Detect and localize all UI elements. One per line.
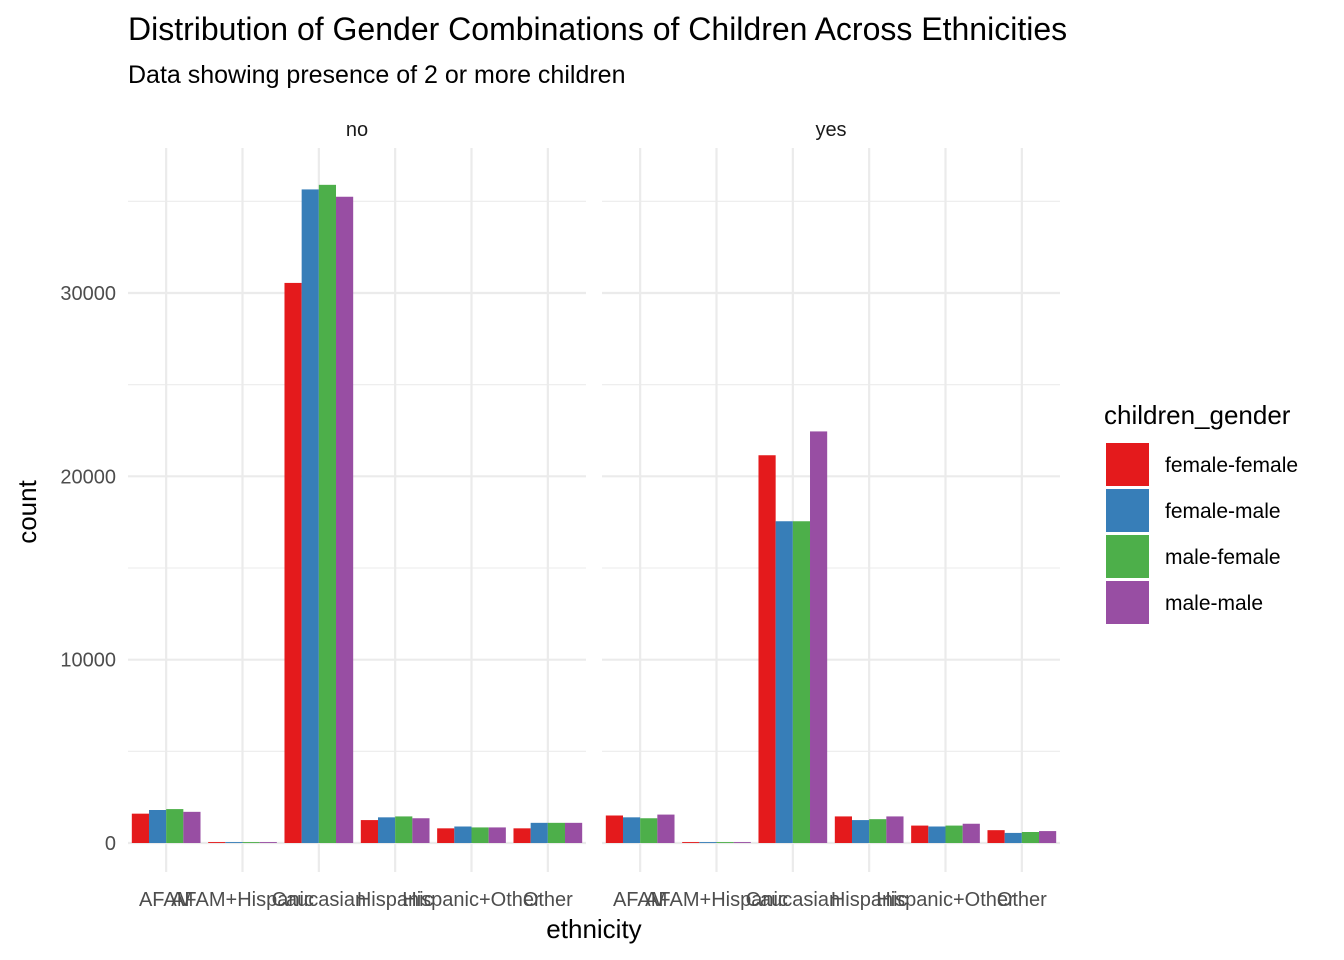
y-axis: 0 10000 20000 30000: [60, 283, 116, 855]
legend-swatch: [1106, 489, 1149, 532]
bar-yes-female-female-AFAM+Hispanic: [682, 842, 700, 843]
bar-no-male-male-Caucasian: [336, 196, 354, 843]
bar-no-male-female-Hispanic: [395, 816, 413, 843]
chart-subtitle: Data showing presence of 2 or more child…: [128, 61, 626, 89]
x-tick-label: Caucasian: [272, 889, 367, 911]
y-tick-label: 10000: [60, 650, 116, 672]
bar-no-male-male-Other: [565, 822, 583, 843]
bar-yes-male-female-AFAM: [640, 818, 658, 843]
legend-label: female-female: [1165, 454, 1298, 477]
facet-panels: noAFAMAFAM+HispanicCaucasianHispanicHisp…: [128, 119, 1060, 911]
x-tick-label: AFAM+Hispanic: [645, 889, 788, 911]
legend-swatch: [1106, 581, 1149, 624]
y-axis-title: count: [12, 479, 42, 543]
bar-no-male-female-Hispanic+Other: [471, 827, 489, 843]
bar-yes-male-female-AFAM+Hispanic: [716, 842, 734, 843]
bar-no-male-male-AFAM+Hispanic: [259, 842, 277, 843]
bar-yes-female-female-Hispanic+Other: [911, 825, 929, 843]
y-tick-label: 0: [105, 833, 116, 855]
bar-yes-female-female-Other: [987, 830, 1005, 843]
bar-no-female-female-Caucasian: [284, 282, 302, 844]
bar-no-female-male-Caucasian: [301, 189, 319, 843]
bar-yes-male-female-Hispanic+Other: [945, 825, 963, 843]
y-tick-label: 20000: [60, 466, 116, 488]
bar-yes-female-male-AFAM+Hispanic: [699, 842, 717, 843]
bar-yes-male-female-Other: [1021, 832, 1040, 843]
x-axis-title: ethnicity: [546, 914, 641, 944]
x-tick-label: AFAM+Hispanic: [171, 889, 314, 911]
bar-no-female-male-Hispanic: [377, 817, 396, 843]
facet-strip-label: no: [346, 119, 368, 141]
bar-no-male-male-Hispanic+Other: [488, 827, 506, 843]
legend-items: female-female female-male male-female male-…: [1106, 443, 1298, 624]
x-tick-label: Other: [523, 889, 573, 911]
bar-no-male-male-AFAM: [183, 811, 201, 843]
bar-yes-male-male-Caucasian: [810, 431, 828, 843]
facet-panel-yes: yes AFAMAFAM+HispanicCaucasianHispanicHis…: [602, 119, 1060, 911]
bar-yes-male-male-Hispanic+Other: [962, 823, 980, 843]
bar-no-female-female-Hispanic+Other: [437, 828, 455, 843]
legend-label: female-male: [1165, 500, 1281, 523]
x-tick-label: Other: [997, 889, 1047, 911]
bar-yes-female-female-Caucasian: [758, 455, 776, 843]
bar-no-male-female-Other: [547, 822, 566, 843]
bar-no-female-male-Other: [530, 822, 548, 843]
bar-yes-female-male-AFAM: [622, 817, 641, 843]
bar-no-female-female-AFAM: [131, 813, 149, 843]
legend-label: male-female: [1165, 546, 1281, 569]
x-tick-label: AFAM: [139, 889, 193, 911]
bar-no-female-female-AFAM+Hispanic: [208, 842, 226, 843]
bar-no-female-female-Hispanic: [360, 820, 378, 843]
bar-yes-male-male-AFAM+Hispanic: [733, 842, 751, 843]
bar-yes-female-male-Hispanic+Other: [928, 826, 946, 843]
bar-no-male-male-Hispanic: [412, 818, 430, 843]
bar-yes-female-male-Other: [1004, 832, 1022, 843]
bar-yes-male-female-Hispanic: [869, 819, 887, 843]
bar-no-male-female-AFAM+Hispanic: [242, 842, 260, 843]
bar-no-female-male-AFAM+Hispanic: [225, 842, 243, 843]
bar-yes-male-male-Other: [1039, 831, 1057, 843]
x-tick-label: Hispanic+Other: [876, 889, 1015, 911]
legend-item-male-female: male-female: [1106, 535, 1281, 578]
bar-yes-female-male-Hispanic: [851, 820, 870, 843]
legend: children_gender female-female female-male…: [1104, 400, 1298, 624]
bar-no-male-female-Caucasian: [318, 184, 337, 844]
y-tick-label: 30000: [60, 283, 116, 305]
x-tick-label: Hispanic: [357, 889, 434, 911]
x-tick-label: Caucasian: [746, 889, 841, 911]
bar-yes-male-male-AFAM: [657, 814, 675, 843]
bar-no-female-male-Hispanic+Other: [454, 826, 472, 843]
bar-no-female-female-Other: [513, 828, 531, 843]
x-tick-label: AFAM: [613, 889, 667, 911]
legend-swatch: [1106, 535, 1149, 578]
x-tick-label: Hispanic+Other: [402, 889, 541, 911]
x-tick-label: Hispanic: [831, 889, 908, 911]
bar-yes-male-female-Caucasian: [792, 521, 811, 843]
bar-yes-female-female-AFAM: [605, 815, 623, 843]
bar-no-female-male-AFAM: [148, 810, 167, 843]
bar-yes-female-female-Hispanic: [834, 816, 852, 843]
legend-label: male-male: [1165, 592, 1263, 615]
legend-item-female-male: female-male: [1106, 489, 1281, 532]
bar-yes-male-male-Hispanic: [886, 816, 904, 843]
facet-strip-label: yes: [815, 119, 846, 141]
facet-panel-no: no AFAMAFAM+HispanicCaucasianHispanicHisp…: [128, 119, 586, 911]
bar-yes-female-male-Caucasian: [775, 521, 793, 843]
legend-title: children_gender: [1104, 400, 1291, 430]
legend-item-male-male: male-male: [1106, 581, 1263, 624]
bar-no-male-female-AFAM: [166, 809, 184, 843]
legend-item-female-female: female-female: [1106, 443, 1298, 486]
legend-swatch: [1106, 443, 1149, 486]
chart-title: Distribution of Gender Combinations of C…: [128, 11, 1067, 47]
